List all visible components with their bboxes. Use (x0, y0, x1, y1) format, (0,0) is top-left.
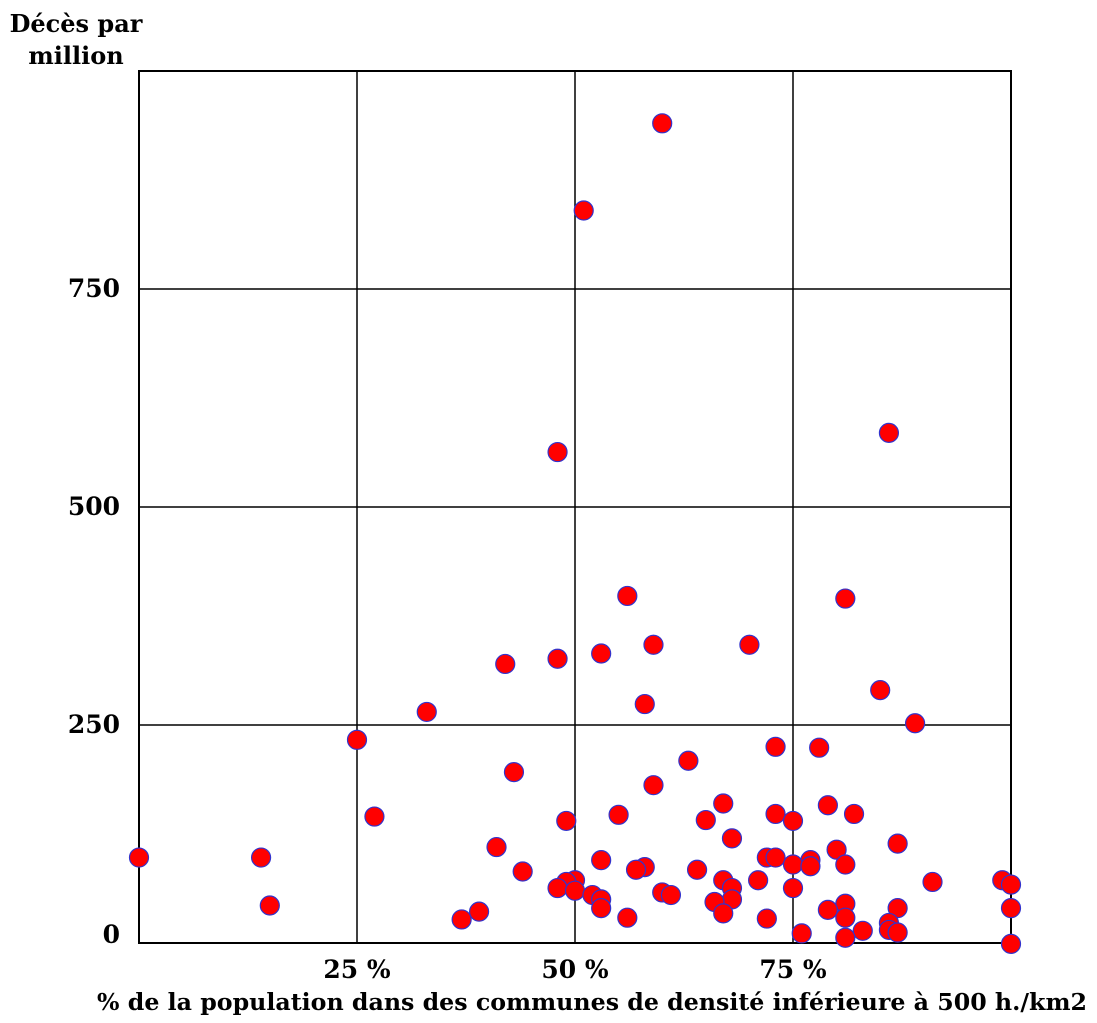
data-point (1000, 874, 1022, 895)
y-tick-label: 250 (68, 710, 120, 739)
data-point (809, 737, 830, 758)
x-tick-label: 50 % (541, 955, 608, 984)
data-point (765, 736, 786, 757)
data-point (617, 585, 638, 607)
data-point (608, 804, 629, 825)
y-axis-title-line-1: Décès par (10, 9, 143, 38)
grid-lines (139, 71, 1011, 943)
y-tick-label: 750 (68, 274, 120, 303)
y-tick-label: 0 (103, 920, 120, 949)
data-point (617, 907, 638, 928)
data-point (756, 908, 777, 929)
data-point (643, 634, 664, 655)
data-point (416, 701, 437, 723)
y-axis-tick-labels: 0 250 500 750 (68, 274, 120, 949)
data-point (503, 761, 525, 783)
data-point (1000, 898, 1022, 919)
data-point (922, 871, 943, 893)
data-point (1000, 933, 1022, 954)
data-point (721, 828, 743, 849)
data-point (686, 859, 708, 880)
y-tick-label: 500 (68, 492, 120, 521)
data-point (748, 870, 769, 891)
data-point (547, 877, 568, 899)
data-point (259, 895, 280, 916)
data-point (887, 898, 908, 919)
data-point (634, 693, 655, 715)
data-point (713, 793, 734, 814)
data-point (364, 806, 385, 827)
data-point (817, 795, 838, 816)
data-point (678, 750, 699, 771)
data-point (800, 856, 821, 877)
data-point (878, 422, 900, 443)
data-point (547, 648, 568, 669)
data-point (904, 713, 926, 734)
data-point (887, 833, 908, 854)
x-axis-title: % de la population dans des communes de … (97, 989, 1087, 1016)
data-point (782, 854, 804, 875)
data-point (835, 854, 856, 875)
y-axis-title-line-2: million (28, 41, 123, 70)
data-point (512, 861, 533, 882)
data-points (128, 113, 1022, 954)
data-point (660, 884, 682, 906)
data-point (468, 901, 490, 922)
data-point (835, 927, 856, 948)
data-point (495, 653, 516, 675)
data-point (564, 880, 586, 901)
x-axis-tick-labels: 25 % 50 % 75 % (323, 955, 826, 984)
data-point (591, 850, 612, 871)
data-point (713, 903, 734, 924)
data-point (791, 923, 812, 944)
data-point (625, 859, 647, 880)
data-point (835, 907, 856, 928)
plot-frame (138, 70, 1012, 944)
data-point (739, 634, 760, 655)
data-point (782, 877, 804, 899)
x-tick-label: 25 % (323, 955, 390, 984)
data-point (643, 775, 664, 796)
data-point (451, 909, 472, 930)
data-point (887, 922, 908, 943)
x-tick-label: 75 % (759, 955, 826, 984)
data-point (765, 847, 786, 868)
data-point (835, 588, 856, 609)
data-point (870, 680, 891, 701)
data-point (591, 898, 612, 919)
data-point (852, 920, 873, 941)
data-point (591, 643, 612, 664)
data-point (250, 847, 272, 868)
data-point (547, 441, 568, 463)
data-point (695, 809, 716, 831)
data-point (843, 803, 865, 825)
data-point (346, 729, 368, 750)
data-point (817, 899, 838, 920)
data-point (652, 113, 673, 134)
data-point (765, 803, 786, 825)
data-point (573, 200, 594, 221)
data-point (486, 836, 507, 858)
data-point (128, 847, 150, 868)
data-point (556, 810, 577, 832)
data-point (782, 810, 804, 832)
data-point (826, 839, 847, 860)
